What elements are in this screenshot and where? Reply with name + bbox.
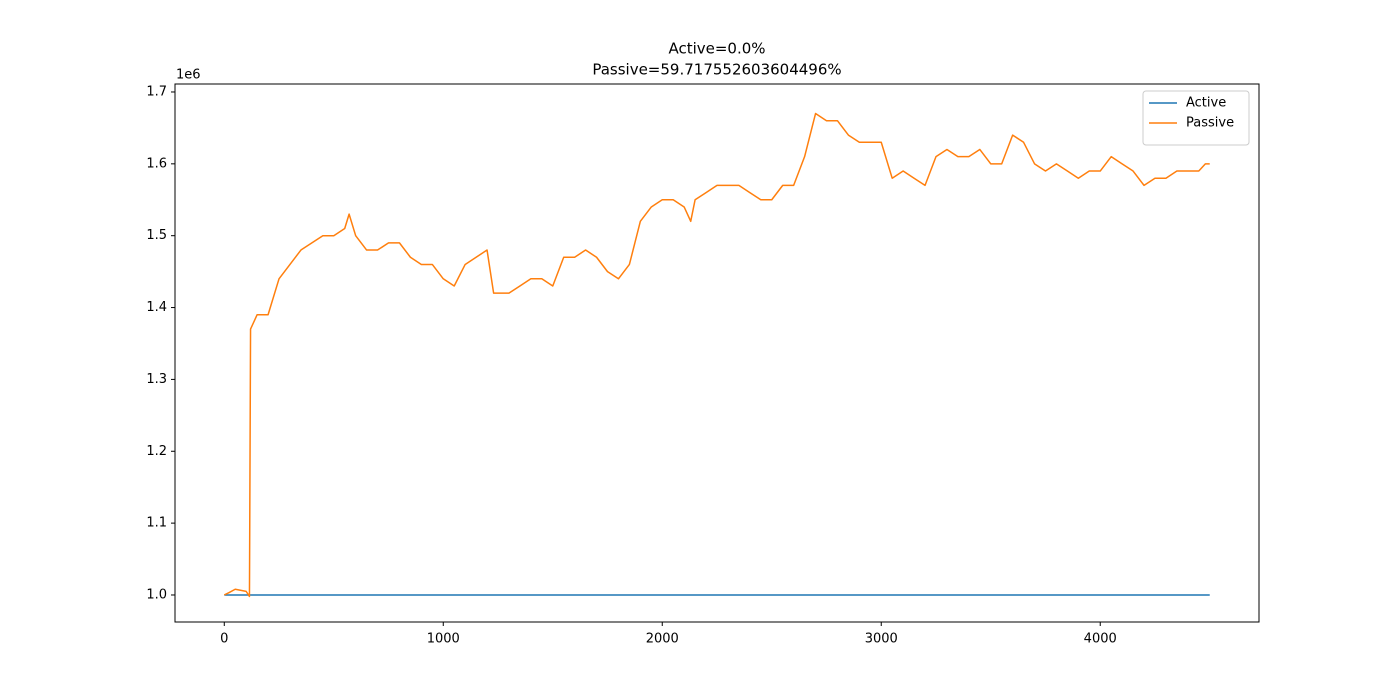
y-tick-label: 1.0 bbox=[146, 587, 167, 602]
x-tick-label: 0 bbox=[220, 632, 228, 647]
chart-title: Active=0.0% bbox=[668, 40, 765, 58]
x-tick-label: 2000 bbox=[646, 632, 679, 647]
x-tick-label: 1000 bbox=[427, 632, 460, 647]
y-tick-label: 1.6 bbox=[146, 156, 167, 171]
x-tick-label: 3000 bbox=[865, 632, 898, 647]
y-tick-label: 1.5 bbox=[146, 228, 167, 243]
y-tick-label: 1.3 bbox=[146, 372, 167, 387]
y-tick-label: 1.1 bbox=[146, 516, 167, 531]
legend-box bbox=[1142, 90, 1250, 146]
y-tick-label: 1.2 bbox=[146, 444, 167, 459]
legend-label: Passive bbox=[1186, 116, 1234, 131]
chart-title: Passive=59.717552603604496% bbox=[592, 61, 841, 79]
line-series bbox=[223, 112, 1210, 598]
y-tick-label: 1.7 bbox=[146, 84, 167, 99]
legend-label: Active bbox=[1186, 96, 1226, 111]
y-offset-label: 1e6 bbox=[176, 68, 201, 83]
x-tick-label: 4000 bbox=[1084, 632, 1117, 647]
plot-frame bbox=[174, 83, 1260, 623]
y-tick-label: 1.4 bbox=[146, 300, 167, 315]
